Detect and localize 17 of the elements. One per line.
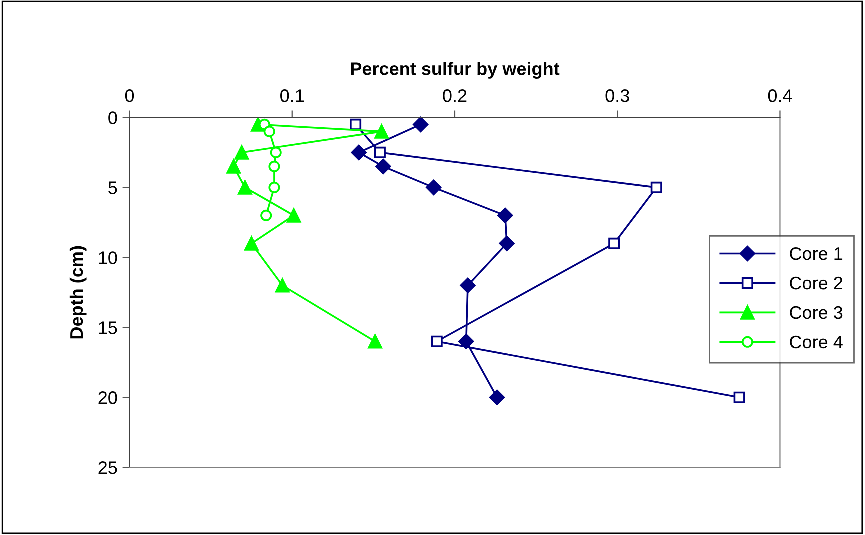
x-tick-label: 0.3 [606,90,630,102]
legend-label: Core 3 [790,306,843,320]
x-tick-label: 0 [125,90,134,102]
x-axis-title: Percent sulfur by weight [351,62,560,79]
y-tick-label: 25 [98,462,118,474]
legend-label: Core 1 [790,247,843,260]
legend-label: Core 4 [790,336,843,349]
legend-label: Core 2 [790,276,843,290]
y-tick-label: 0 [108,112,118,124]
x-tick-label: 0.1 [280,90,304,102]
x-tick-label: 0.4 [768,90,792,102]
y-tick-label: 15 [99,322,118,334]
x-tick-label: 0.2 [443,90,467,102]
y-axis-title: Depth (cm) [70,246,87,339]
y-tick-label: 10 [99,252,118,264]
y-tick-label: 5 [108,182,118,194]
y-tick-label: 20 [98,392,118,404]
